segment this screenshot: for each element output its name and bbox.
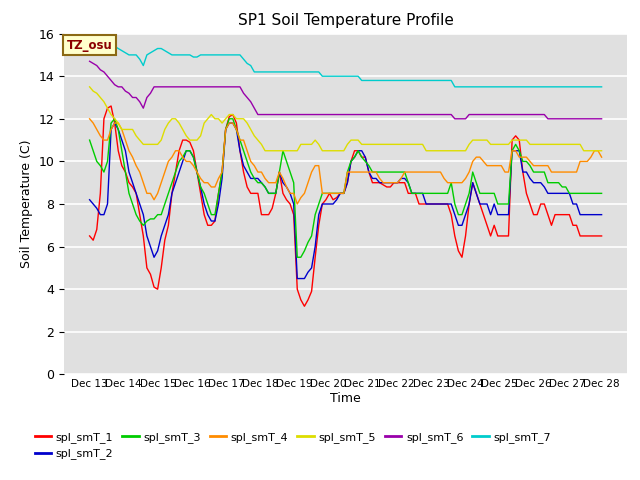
spl_smT_2 [111, 120, 118, 126]
Line: spl_smT_4: spl_smT_4 [90, 119, 602, 204]
spl_smT_4 [598, 154, 605, 160]
Line: spl_smT_2: spl_smT_2 [90, 123, 602, 278]
spl_smT_6 [501, 112, 509, 118]
spl_smT_4 [454, 180, 462, 186]
X-axis label: Time: Time [330, 392, 361, 405]
spl_smT_3 [125, 191, 133, 196]
spl_smT_7 [598, 84, 605, 90]
spl_smT_3 [111, 116, 118, 121]
spl_smT_3 [505, 201, 513, 207]
spl_smT_2 [247, 176, 255, 181]
spl_smT_7 [501, 84, 509, 90]
Legend: spl_smT_1, spl_smT_2, spl_smT_3, spl_smT_4, spl_smT_5, spl_smT_6, spl_smT_7: spl_smT_1, spl_smT_2, spl_smT_3, spl_smT… [30, 428, 556, 464]
spl_smT_6 [451, 116, 459, 121]
spl_smT_6 [508, 112, 516, 118]
spl_smT_2 [293, 276, 301, 281]
spl_smT_5 [161, 127, 168, 132]
spl_smT_2 [125, 169, 133, 175]
spl_smT_6 [598, 116, 605, 121]
Line: spl_smT_7: spl_smT_7 [90, 34, 602, 87]
spl_smT_4 [122, 137, 129, 143]
spl_smT_3 [247, 169, 255, 175]
spl_smT_5 [243, 120, 251, 126]
spl_smT_2 [458, 222, 466, 228]
spl_smT_5 [454, 148, 462, 154]
spl_smT_2 [86, 197, 93, 203]
spl_smT_1 [505, 233, 513, 239]
Text: TZ_osu: TZ_osu [67, 39, 113, 52]
spl_smT_6 [86, 59, 93, 64]
Line: spl_smT_6: spl_smT_6 [90, 61, 602, 119]
spl_smT_1 [86, 233, 93, 239]
spl_smT_7 [122, 50, 129, 56]
spl_smT_2 [512, 148, 520, 154]
spl_smT_1 [164, 222, 172, 228]
spl_smT_7 [451, 84, 459, 90]
spl_smT_6 [243, 95, 251, 100]
Title: SP1 Soil Temperature Profile: SP1 Soil Temperature Profile [237, 13, 454, 28]
Line: spl_smT_5: spl_smT_5 [90, 87, 602, 151]
spl_smT_4 [243, 148, 251, 154]
spl_smT_7 [86, 31, 93, 36]
spl_smT_5 [501, 142, 509, 147]
spl_smT_1 [108, 103, 115, 109]
spl_smT_1 [247, 191, 255, 196]
spl_smT_7 [508, 84, 516, 90]
spl_smT_5 [122, 127, 129, 132]
spl_smT_3 [458, 212, 466, 217]
spl_smT_2 [598, 212, 605, 217]
spl_smT_3 [598, 191, 605, 196]
spl_smT_5 [598, 148, 605, 154]
spl_smT_4 [161, 169, 168, 175]
spl_smT_1 [125, 180, 133, 186]
spl_smT_3 [293, 254, 301, 260]
spl_smT_7 [454, 84, 462, 90]
spl_smT_6 [454, 116, 462, 121]
spl_smT_2 [505, 212, 513, 217]
spl_smT_1 [512, 133, 520, 139]
spl_smT_2 [164, 212, 172, 217]
Y-axis label: Soil Temperature (C): Soil Temperature (C) [20, 140, 33, 268]
spl_smT_6 [161, 84, 168, 90]
spl_smT_4 [86, 116, 93, 121]
Line: spl_smT_1: spl_smT_1 [90, 106, 602, 306]
spl_smT_6 [122, 88, 129, 94]
Line: spl_smT_3: spl_smT_3 [90, 119, 602, 257]
spl_smT_1 [598, 233, 605, 239]
spl_smT_1 [458, 254, 466, 260]
spl_smT_1 [301, 303, 308, 309]
spl_smT_3 [164, 191, 172, 196]
spl_smT_7 [161, 48, 168, 54]
spl_smT_5 [261, 148, 269, 154]
spl_smT_4 [508, 148, 516, 154]
spl_smT_3 [86, 137, 93, 143]
spl_smT_7 [243, 60, 251, 66]
spl_smT_5 [86, 84, 93, 90]
spl_smT_4 [501, 169, 509, 175]
spl_smT_5 [508, 137, 516, 143]
spl_smT_3 [512, 142, 520, 147]
spl_smT_4 [293, 201, 301, 207]
